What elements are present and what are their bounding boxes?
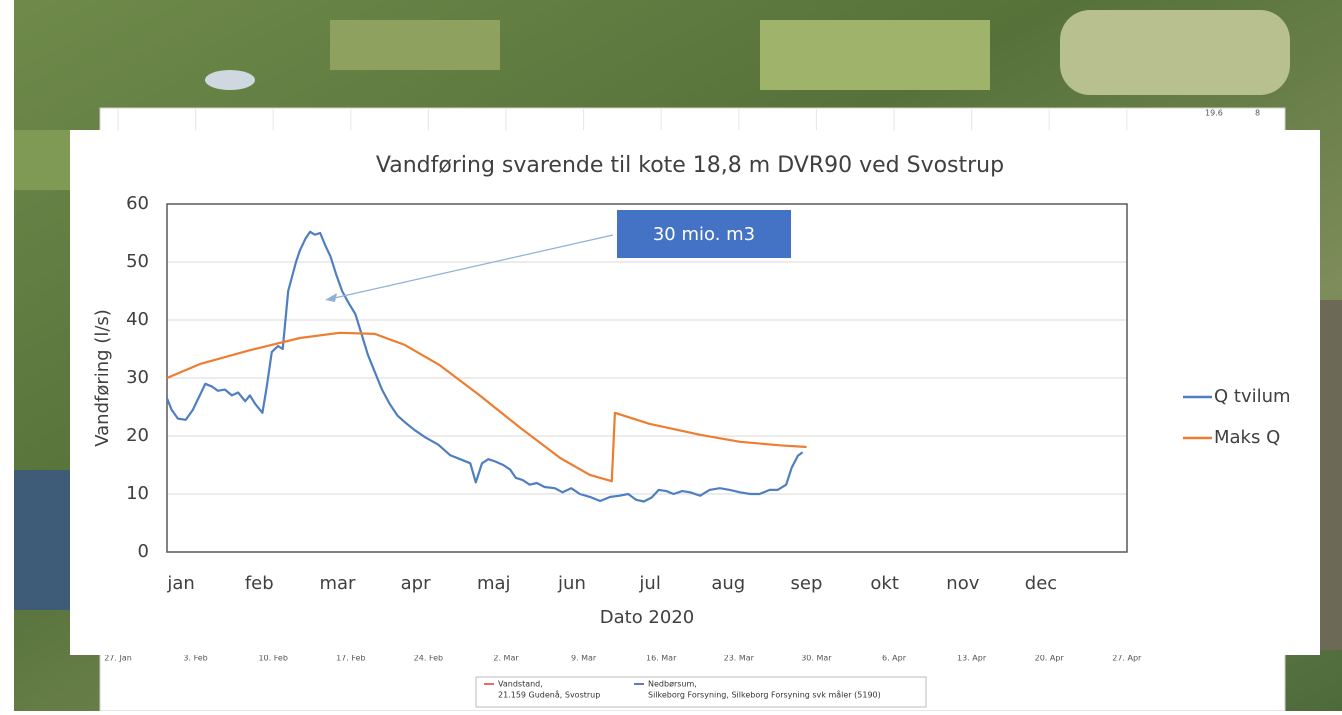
y-tick-label: 0 — [138, 541, 149, 562]
bg-side-label: 8 — [1255, 109, 1260, 118]
x-axis-label: Dato 2020 — [600, 607, 695, 628]
x-tick-label: aug — [711, 573, 745, 594]
y-tick-label: 20 — [126, 425, 149, 446]
legend-label: Q tvilum — [1214, 386, 1291, 407]
x-tick-label: dec — [1025, 573, 1057, 594]
x-tick-label: jan — [166, 573, 194, 594]
page: 27. Jan3. Feb10. Feb17. Feb24. Feb2. Mar… — [0, 0, 1342, 711]
x-tick-label: feb — [245, 573, 274, 594]
x-tick-label: mar — [319, 573, 356, 594]
legend-label: Maks Q — [1214, 427, 1280, 448]
main-chart: Vandføring svarende til kote 18,8 m DVR9… — [70, 130, 1320, 655]
screenshot: 27. Jan3. Feb10. Feb17. Feb24. Feb2. Mar… — [0, 0, 1342, 711]
y-tick-label: 40 — [126, 309, 149, 330]
y-tick-label: 30 — [126, 367, 149, 388]
x-tick-label: apr — [401, 573, 431, 594]
y-tick-label: 60 — [126, 193, 149, 214]
bg-legend-label: Silkeborg Forsyning, Silkeborg Forsyning… — [648, 690, 881, 700]
y-tick-label: 10 — [126, 483, 149, 504]
bg-legend-label: Nedbørsum, — [648, 680, 697, 689]
y-tick-label: 50 — [126, 251, 149, 272]
bg-side-label: 19.6 — [1205, 109, 1223, 118]
x-tick-label: sep — [791, 573, 823, 594]
x-tick-label: nov — [946, 573, 979, 594]
y-axis-label: Vandføring (l/s) — [92, 309, 113, 447]
x-tick-label: jul — [638, 573, 660, 594]
bg-legend-label: 21.159 Gudenå, Svostrup — [498, 690, 600, 700]
x-tick-label: jun — [557, 573, 586, 594]
chart-title: Vandføring svarende til kote 18,8 m DVR9… — [376, 153, 1004, 178]
x-tick-label: okt — [870, 573, 899, 594]
bg-legend-label: Vandstand, — [498, 680, 543, 689]
annotation-text: 30 mio. m3 — [653, 224, 755, 245]
x-tick-label: maj — [477, 573, 511, 594]
